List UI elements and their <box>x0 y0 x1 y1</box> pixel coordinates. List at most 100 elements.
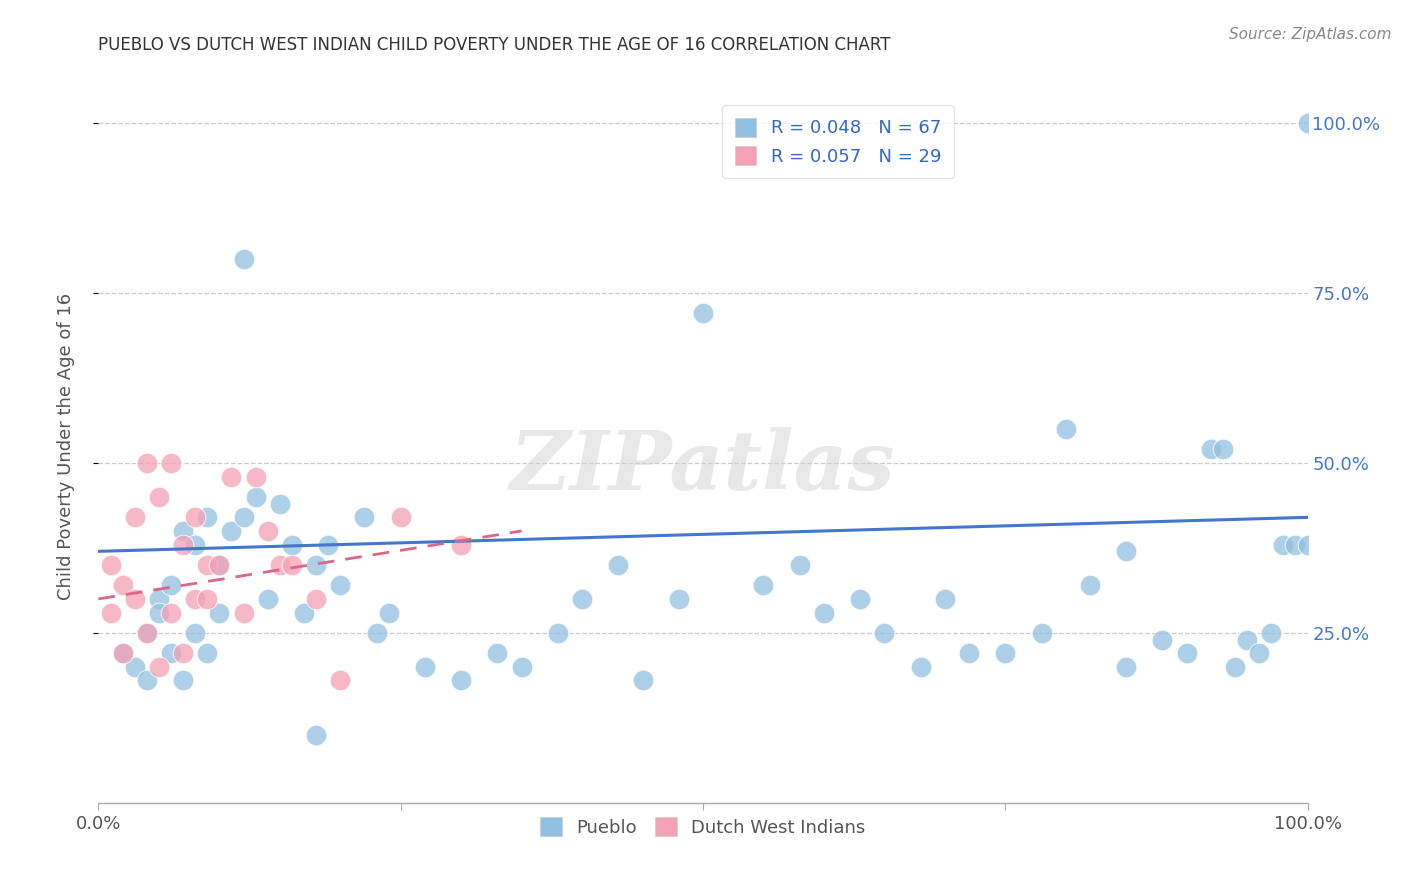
Point <box>450 673 472 688</box>
Point <box>172 537 194 551</box>
Point <box>1115 544 1137 558</box>
Point <box>752 578 775 592</box>
Point <box>1175 646 1198 660</box>
Point <box>366 626 388 640</box>
Point <box>135 626 157 640</box>
Point <box>668 591 690 606</box>
Point <box>195 646 218 660</box>
Point <box>208 606 231 620</box>
Point <box>160 456 183 470</box>
Point <box>1223 660 1246 674</box>
Point <box>1236 632 1258 647</box>
Point <box>957 646 980 660</box>
Point <box>1054 422 1077 436</box>
Point <box>208 558 231 572</box>
Point <box>413 660 436 674</box>
Text: PUEBLO VS DUTCH WEST INDIAN CHILD POVERTY UNDER THE AGE OF 16 CORRELATION CHART: PUEBLO VS DUTCH WEST INDIAN CHILD POVERT… <box>98 36 891 54</box>
Point <box>305 728 328 742</box>
Point <box>1115 660 1137 674</box>
Point <box>849 591 872 606</box>
Point <box>1152 632 1174 647</box>
Point <box>934 591 956 606</box>
Point <box>124 660 146 674</box>
Text: ZIPatlas: ZIPatlas <box>510 427 896 508</box>
Point <box>353 510 375 524</box>
Point <box>172 673 194 688</box>
Point <box>184 591 207 606</box>
Y-axis label: Child Poverty Under the Age of 16: Child Poverty Under the Age of 16 <box>56 293 75 599</box>
Point <box>195 591 218 606</box>
Point <box>1078 578 1101 592</box>
Point <box>160 646 183 660</box>
Point <box>184 537 207 551</box>
Point <box>111 646 134 660</box>
Point <box>692 306 714 320</box>
Point <box>100 558 122 572</box>
Point <box>124 591 146 606</box>
Point <box>305 591 328 606</box>
Point <box>172 524 194 538</box>
Point <box>329 673 352 688</box>
Point <box>1031 626 1053 640</box>
Point <box>377 606 399 620</box>
Text: Source: ZipAtlas.com: Source: ZipAtlas.com <box>1229 27 1392 42</box>
Point <box>245 490 267 504</box>
Point <box>389 510 412 524</box>
Point <box>316 537 339 551</box>
Point <box>1212 442 1234 457</box>
Point <box>1296 116 1319 130</box>
Point <box>631 673 654 688</box>
Point <box>135 626 157 640</box>
Point <box>281 558 304 572</box>
Point <box>1249 646 1271 660</box>
Point <box>208 558 231 572</box>
Point <box>160 578 183 592</box>
Point <box>135 456 157 470</box>
Point <box>1260 626 1282 640</box>
Point <box>910 660 932 674</box>
Point <box>994 646 1017 660</box>
Point <box>813 606 835 620</box>
Point <box>1284 537 1306 551</box>
Point <box>148 606 170 620</box>
Point <box>111 646 134 660</box>
Point <box>184 626 207 640</box>
Point <box>148 660 170 674</box>
Point <box>195 558 218 572</box>
Point <box>547 626 569 640</box>
Point <box>486 646 509 660</box>
Point <box>184 510 207 524</box>
Point <box>160 606 183 620</box>
Point <box>329 578 352 592</box>
Point <box>195 510 218 524</box>
Point <box>1199 442 1222 457</box>
Point <box>148 490 170 504</box>
Point <box>269 558 291 572</box>
Point <box>232 510 254 524</box>
Point <box>789 558 811 572</box>
Point <box>245 469 267 483</box>
Point <box>100 606 122 620</box>
Point <box>111 578 134 592</box>
Point <box>873 626 896 640</box>
Point <box>607 558 630 572</box>
Point <box>450 537 472 551</box>
Point <box>1272 537 1295 551</box>
Point <box>221 524 243 538</box>
Point <box>232 252 254 266</box>
Point <box>571 591 593 606</box>
Point <box>510 660 533 674</box>
Legend: Pueblo, Dutch West Indians: Pueblo, Dutch West Indians <box>533 810 873 844</box>
Point <box>124 510 146 524</box>
Point <box>292 606 315 620</box>
Point <box>135 673 157 688</box>
Point <box>232 606 254 620</box>
Point <box>256 591 278 606</box>
Point <box>172 646 194 660</box>
Point <box>1296 537 1319 551</box>
Point <box>148 591 170 606</box>
Point <box>221 469 243 483</box>
Point <box>269 497 291 511</box>
Point <box>256 524 278 538</box>
Point <box>305 558 328 572</box>
